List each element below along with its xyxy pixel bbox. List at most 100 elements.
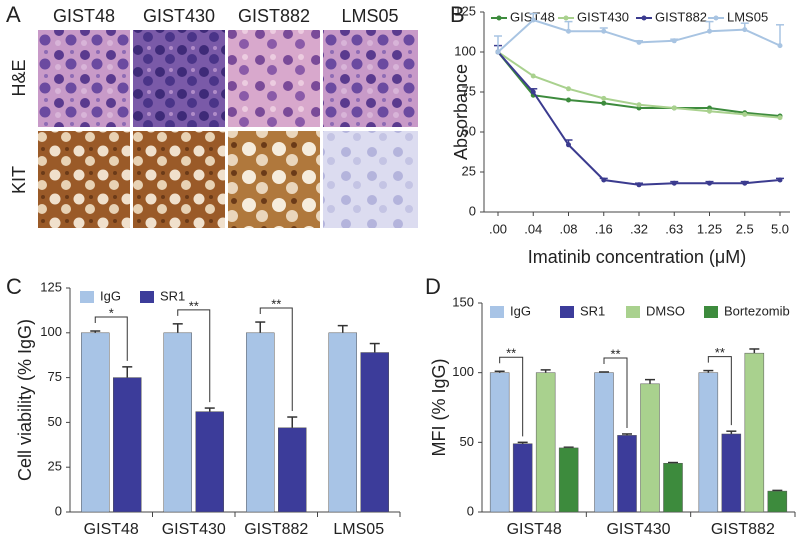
micrograph — [228, 30, 320, 127]
y-tick-label: 100 — [454, 43, 476, 58]
bar — [663, 462, 683, 513]
point — [530, 73, 536, 79]
y-tick-label: 0 — [467, 503, 474, 518]
column-label: LMS05 — [341, 6, 398, 26]
bar — [195, 411, 224, 513]
point — [777, 115, 783, 121]
y-tick-label: 100 — [452, 364, 474, 379]
micrograph — [133, 30, 225, 127]
bar — [721, 433, 742, 513]
point — [530, 17, 536, 23]
point — [601, 177, 607, 183]
bar — [81, 332, 110, 513]
significance-bracket — [499, 356, 524, 437]
point — [566, 86, 571, 92]
point — [601, 28, 607, 34]
point — [671, 38, 677, 44]
x-axis-label: Imatinib concentration (μM) — [528, 247, 746, 267]
point — [566, 28, 571, 34]
point — [601, 95, 607, 101]
bar — [512, 443, 533, 513]
row-label: H&E — [9, 59, 29, 96]
significance-label: ** — [715, 345, 725, 360]
significance-bracket — [603, 357, 628, 428]
bar — [744, 352, 765, 513]
bar — [640, 383, 660, 513]
significance-label: ** — [189, 298, 199, 313]
x-tick-label: .04 — [524, 221, 542, 236]
x-tick-label: .00 — [489, 221, 507, 236]
x-tick-label: 5.0 — [771, 221, 789, 236]
x-tick-label: LMS05 — [333, 521, 384, 538]
column-label: GIST48 — [53, 6, 115, 26]
bar — [489, 372, 510, 513]
y-axis-label: Cell viability (% IgG) — [15, 319, 35, 481]
micrographs — [38, 30, 418, 228]
significance-bracket — [177, 309, 211, 403]
point — [636, 182, 642, 188]
significance-label: ** — [271, 296, 281, 311]
y-tick-label: 50 — [462, 123, 476, 138]
series-line — [497, 51, 781, 186]
significance-bracket — [259, 307, 293, 412]
legend-marker — [713, 15, 719, 21]
panel-letter: C — [6, 274, 22, 299]
legend-swatch — [626, 306, 640, 318]
significance-bracket — [707, 356, 732, 426]
legend-swatch — [560, 306, 574, 318]
micrograph — [323, 131, 418, 228]
legend-label: SR1 — [580, 303, 605, 318]
x-tick-label: GIST882 — [244, 521, 308, 538]
bar — [163, 332, 192, 513]
bar — [360, 352, 389, 513]
panel-letter: D — [425, 274, 441, 299]
y-tick-label: 50 — [48, 414, 62, 429]
point — [566, 97, 571, 103]
point — [707, 108, 712, 114]
legend-label: GIST882 — [655, 9, 707, 24]
x-tick-label: 1.25 — [697, 221, 722, 236]
micrograph — [133, 131, 225, 228]
bar — [535, 372, 556, 513]
column-label: GIST430 — [143, 6, 215, 26]
y-tick-label: 0 — [55, 503, 62, 518]
legend-marker — [563, 15, 569, 21]
bar — [617, 435, 637, 513]
column-label: GIST882 — [238, 6, 310, 26]
point — [707, 180, 712, 186]
legend-swatch — [140, 291, 154, 303]
bar — [328, 332, 357, 513]
x-tick-label: GIST48 — [84, 521, 139, 538]
x-tick-label: .16 — [595, 221, 613, 236]
legend-label: DMSO — [646, 303, 685, 318]
bar — [767, 490, 788, 513]
x-tick-label: GIST48 — [507, 521, 562, 538]
x-tick-label: 2.5 — [736, 221, 754, 236]
point — [777, 177, 783, 183]
y-tick-label: 125 — [40, 279, 62, 294]
panel-letter: B — [450, 2, 465, 27]
point — [707, 28, 712, 34]
point — [601, 100, 607, 106]
legend-label: LMS05 — [727, 9, 768, 24]
x-tick-label: .08 — [559, 221, 577, 236]
bar — [558, 447, 579, 513]
micrograph — [38, 30, 130, 127]
significance-bracket — [94, 316, 128, 361]
x-tick-label: .32 — [630, 221, 648, 236]
bar — [113, 377, 142, 513]
significance-label: ** — [506, 346, 516, 361]
legend-label: GIST430 — [577, 9, 629, 24]
point — [742, 111, 748, 117]
point — [636, 102, 642, 108]
x-tick-label: .63 — [665, 221, 683, 236]
legend-label: IgG — [510, 303, 531, 318]
legend-marker — [641, 15, 647, 21]
legend-marker — [496, 15, 502, 21]
point — [742, 27, 748, 33]
micrograph — [323, 30, 418, 127]
legend-swatch — [704, 306, 718, 318]
bar — [594, 372, 614, 513]
